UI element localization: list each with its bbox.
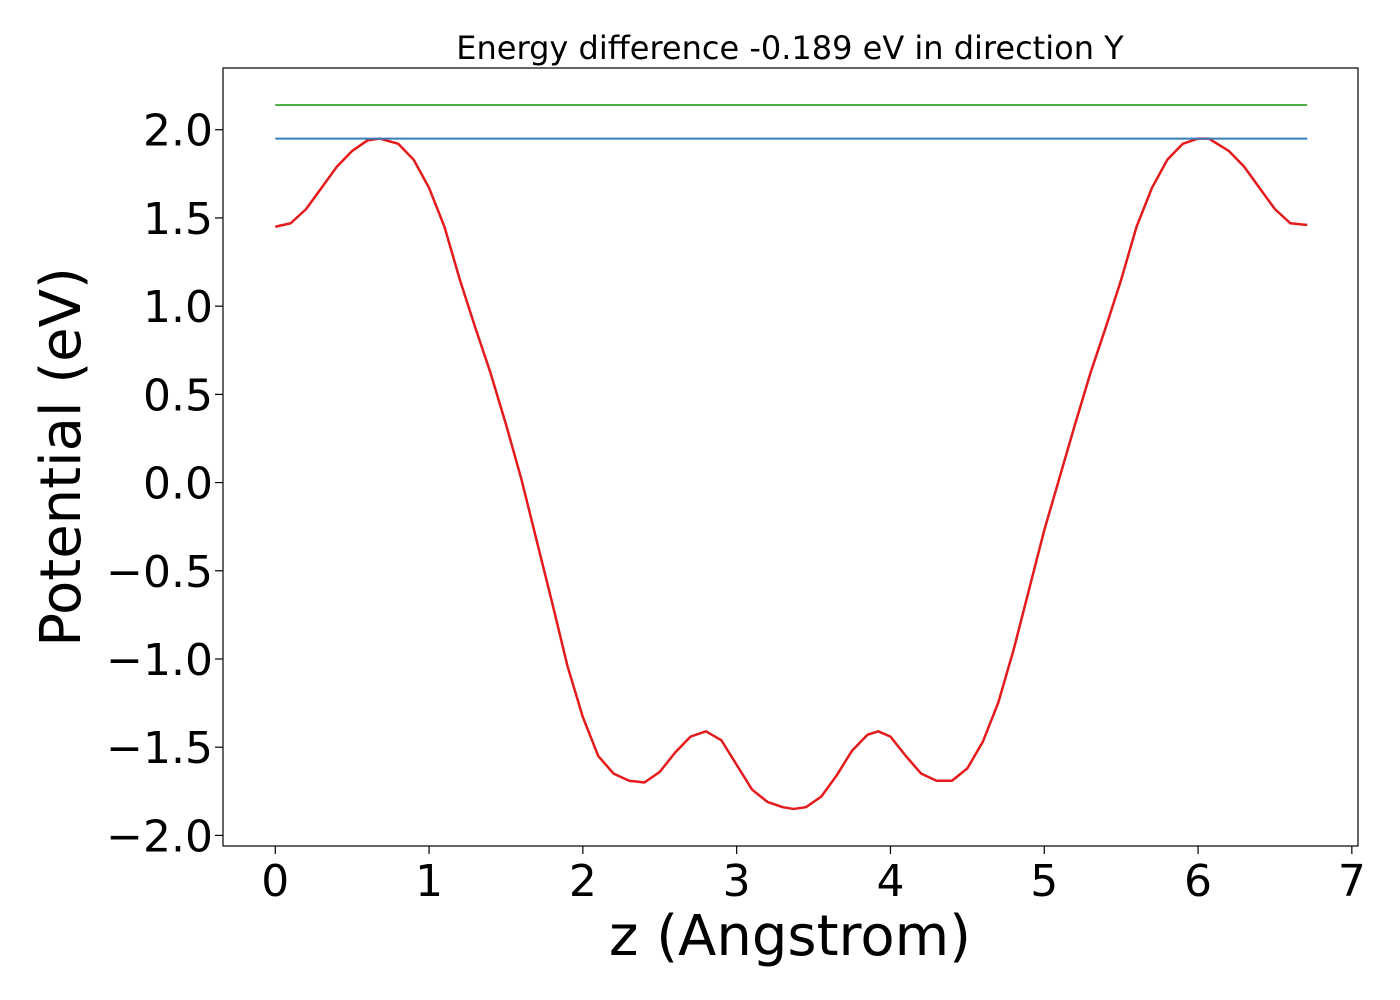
y-tick-label: 0.5 bbox=[143, 370, 213, 421]
x-tick-label: 1 bbox=[415, 856, 443, 907]
x-tick-label: 6 bbox=[1184, 856, 1212, 907]
x-axis: 0 1 2 3 4 5 6 7 bbox=[261, 846, 1366, 907]
y-tick-label: 1.0 bbox=[143, 282, 213, 333]
x-tick-label: 4 bbox=[876, 856, 904, 907]
y-tick-label: −1.5 bbox=[106, 723, 213, 774]
plot-area-frame bbox=[222, 67, 1359, 847]
x-tick-label: 0 bbox=[261, 856, 289, 907]
y-tick-label: 1.5 bbox=[143, 194, 213, 245]
y-tick-label: −0.5 bbox=[106, 547, 213, 598]
x-tick-label: 5 bbox=[1030, 856, 1058, 907]
y-tick-label: −1.0 bbox=[106, 635, 213, 686]
x-axis-label: z (Angstrom) bbox=[609, 904, 971, 969]
y-tick-label: −2.0 bbox=[106, 811, 213, 862]
y-tick-label: 0.0 bbox=[143, 459, 213, 510]
x-tick-label: 7 bbox=[1338, 856, 1366, 907]
chart-title: Energy difference -0.189 eV in direction… bbox=[456, 29, 1124, 67]
potential-curve bbox=[275, 137, 1308, 811]
y-tick-label: 2.0 bbox=[143, 106, 213, 157]
x-tick-label: 2 bbox=[569, 856, 597, 907]
y-axis-label: Potential (eV) bbox=[29, 267, 94, 647]
x-tick-label: 3 bbox=[723, 856, 751, 907]
plot-series-group bbox=[275, 104, 1308, 811]
y-axis: −2.0 −1.5 −1.0 −0.5 0.0 0.5 1.0 1.5 2.0 bbox=[106, 106, 223, 862]
